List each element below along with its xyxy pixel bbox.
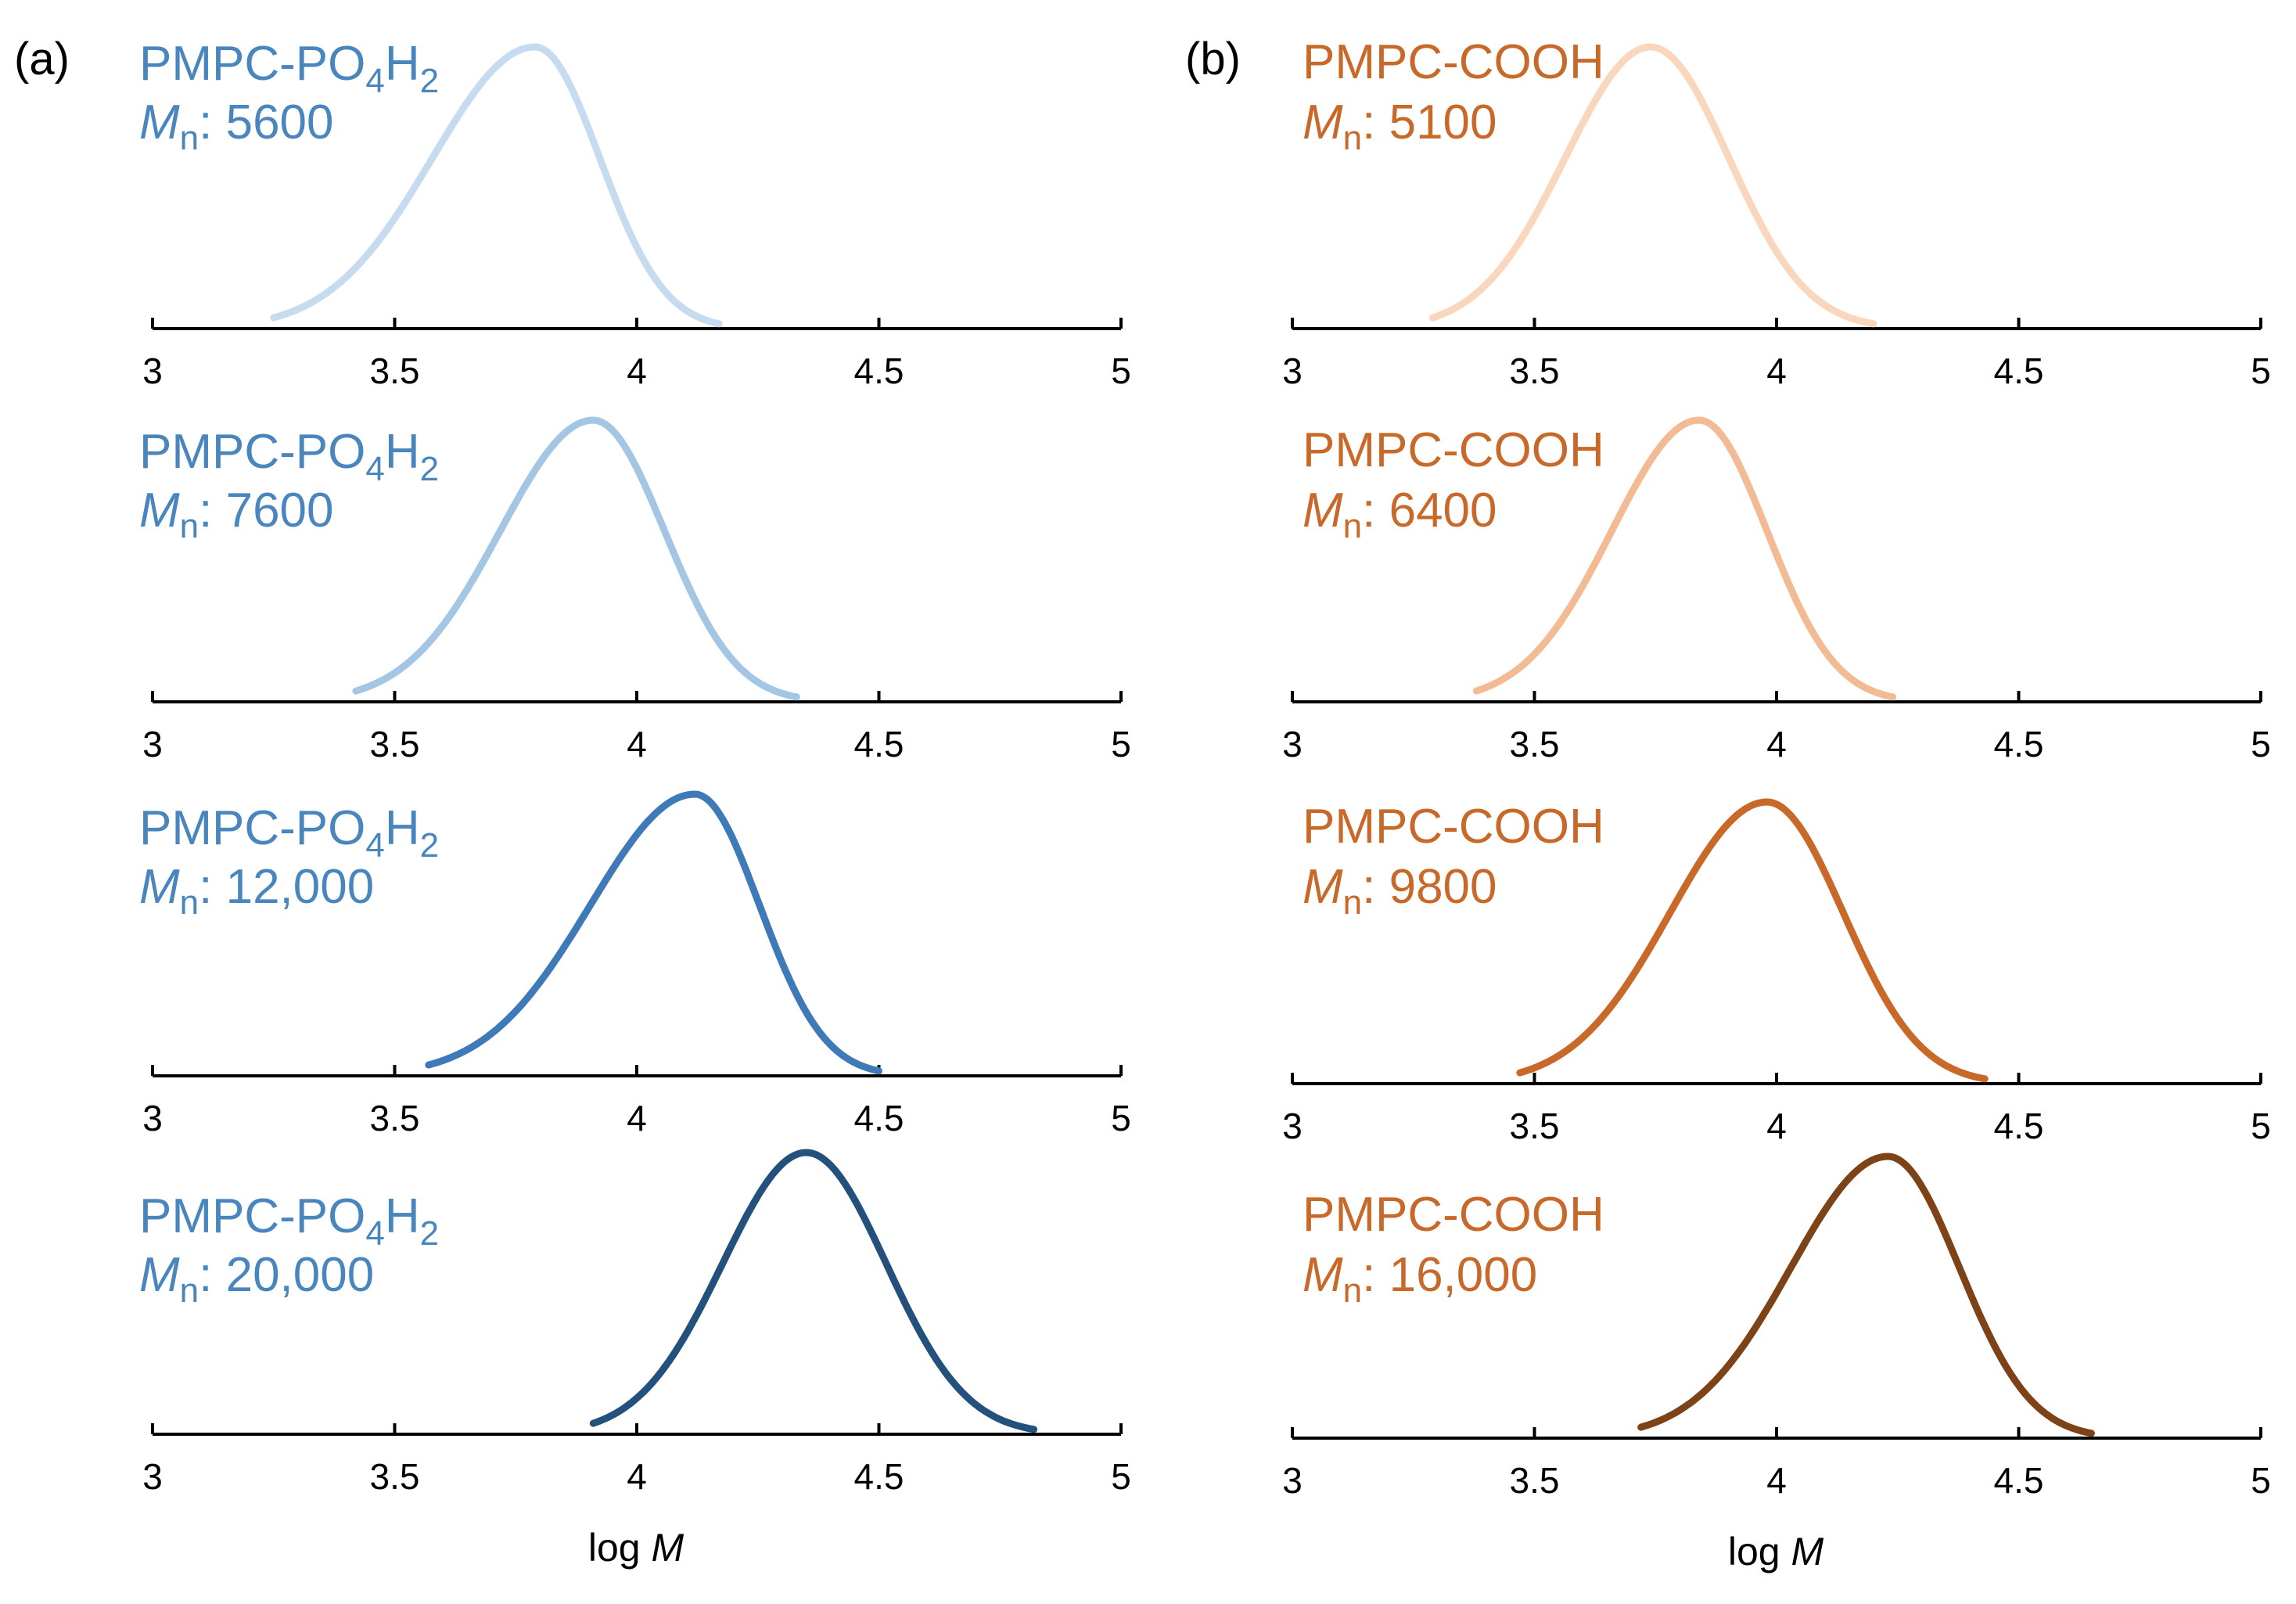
x-tick-label: 4 xyxy=(627,724,647,764)
panel-b-series-3-mn: Mn: 9800 xyxy=(1303,860,1497,922)
panel-a-subplot-2: 3 3.5 4 4.5 5 xyxy=(142,416,1131,764)
x-tick-label: 3 xyxy=(142,724,163,764)
panel-a-series-2-name: PMPC-PO4H2 xyxy=(139,425,439,488)
panel-a-series-1-mn: Mn: 5600 xyxy=(139,95,334,157)
panel-a-series-3-mn: Mn: 12,000 xyxy=(139,860,374,922)
panel-b-subplot-3: 3 3.5 4 4.5 5 xyxy=(1282,798,2271,1146)
x-tick-label: 4.5 xyxy=(1994,351,2044,391)
x-tick-label: 4.5 xyxy=(1994,1460,2044,1501)
panel-b-subplot-4: 3 3.5 4 4.5 5 xyxy=(1282,1153,2271,1501)
x-tick-label: 4 xyxy=(1766,351,1787,391)
distribution-curve xyxy=(425,790,882,1075)
x-tick-label: 5 xyxy=(2251,724,2271,764)
panel-b-series-1-name: PMPC-COOH xyxy=(1303,35,1604,89)
x-tick-label: 4 xyxy=(1766,1460,1787,1501)
x-tick-label: 5 xyxy=(1111,1456,1131,1497)
panel-b: (b) 3 3.5 4 4.5 5 3 3.5 4 4.5 5 3 3.5 4 4.5 5 3 3.5 4 4… xyxy=(1185,34,2271,1573)
panel-a-x-axis-title: log M xyxy=(588,1526,684,1570)
panel-b-series-2-mn: Mn: 6400 xyxy=(1303,484,1497,545)
x-tick-label: 4 xyxy=(1766,1106,1787,1146)
x-tick-label: 3.5 xyxy=(1510,1460,1560,1501)
distribution-curve xyxy=(1516,798,1989,1083)
distribution-curve xyxy=(352,416,800,701)
panel-a-label: (a) xyxy=(14,34,70,85)
x-tick-label: 5 xyxy=(2251,1106,2271,1146)
x-tick-label: 3 xyxy=(142,1098,163,1138)
x-tick-label: 4.5 xyxy=(1994,1106,2044,1146)
x-tick-label: 4 xyxy=(1766,724,1787,764)
x-tick-label: 3.5 xyxy=(1510,724,1560,764)
x-tick-label: 3 xyxy=(1282,1460,1303,1501)
x-tick-label: 5 xyxy=(1111,351,1131,391)
x-tick-label: 3.5 xyxy=(1510,1106,1560,1146)
panel-b-series-4-name: PMPC-COOH xyxy=(1303,1188,1604,1242)
x-tick-label: 4.5 xyxy=(854,1456,904,1497)
x-tick-label: 4 xyxy=(627,1098,647,1138)
distribution-curve xyxy=(1637,1153,2095,1437)
x-tick-label: 3.5 xyxy=(370,1098,420,1138)
x-tick-label: 4.5 xyxy=(854,351,904,391)
panel-a-series-3-name: PMPC-PO4H2 xyxy=(139,801,439,865)
x-tick-label: 5 xyxy=(1111,1098,1131,1138)
panel-a: (a) 3 3.5 4 4.5 5 3 3.5 4 4.5 5 3 3.5 4 4.5 5 3 3.5 4 4… xyxy=(14,34,1131,1570)
panel-a-series-4-name: PMPC-PO4H2 xyxy=(139,1189,439,1253)
x-tick-label: 4.5 xyxy=(854,724,904,764)
x-tick-label: 5 xyxy=(2251,351,2271,391)
distribution-curve xyxy=(589,1149,1038,1433)
x-tick-label: 4.5 xyxy=(854,1098,904,1138)
panel-b-subplot-1: 3 3.5 4 4.5 5 xyxy=(1282,43,2271,391)
panel-b-series-3-name: PMPC-COOH xyxy=(1303,800,1604,854)
panel-a-series-2-mn: Mn: 7600 xyxy=(139,484,334,545)
panel-b-series-1-mn: Mn: 5100 xyxy=(1303,95,1497,157)
x-tick-label: 3 xyxy=(142,351,163,391)
x-tick-label: 5 xyxy=(2251,1460,2271,1501)
x-tick-label: 3 xyxy=(1282,351,1303,391)
distribution-curve xyxy=(1429,43,1877,328)
x-tick-label: 3.5 xyxy=(370,351,420,391)
x-tick-label: 4 xyxy=(627,1456,647,1497)
x-tick-label: 3 xyxy=(142,1456,163,1497)
x-tick-label: 3 xyxy=(1282,724,1303,764)
x-tick-label: 3 xyxy=(1282,1106,1303,1146)
panel-a-subplot-1: 3 3.5 4 4.5 5 xyxy=(142,43,1131,391)
panel-a-series-1-name: PMPC-PO4H2 xyxy=(139,37,439,100)
panel-b-series-4-mn: Mn: 16,000 xyxy=(1303,1248,1537,1310)
x-tick-label: 3.5 xyxy=(370,1456,420,1497)
distribution-curve xyxy=(1472,416,1897,701)
panel-b-subplot-2: 3 3.5 4 4.5 5 xyxy=(1282,416,2271,764)
panel-b-label: (b) xyxy=(1185,34,1241,85)
x-tick-label: 5 xyxy=(1111,724,1131,764)
panel-a-series-4-mn: Mn: 20,000 xyxy=(139,1248,374,1310)
panel-a-subplot-4: 3 3.5 4 4.5 5 xyxy=(142,1149,1131,1497)
panel-b-x-axis-title: log M xyxy=(1728,1530,1824,1573)
x-tick-label: 3.5 xyxy=(370,724,420,764)
panel-b-series-2-name: PMPC-COOH xyxy=(1303,423,1604,477)
x-tick-label: 4 xyxy=(627,351,647,391)
distribution-curve xyxy=(270,43,723,328)
x-tick-label: 4.5 xyxy=(1994,724,2044,764)
x-tick-label: 3.5 xyxy=(1510,351,1560,391)
panel-a-subplot-3: 3 3.5 4 4.5 5 xyxy=(142,790,1131,1138)
